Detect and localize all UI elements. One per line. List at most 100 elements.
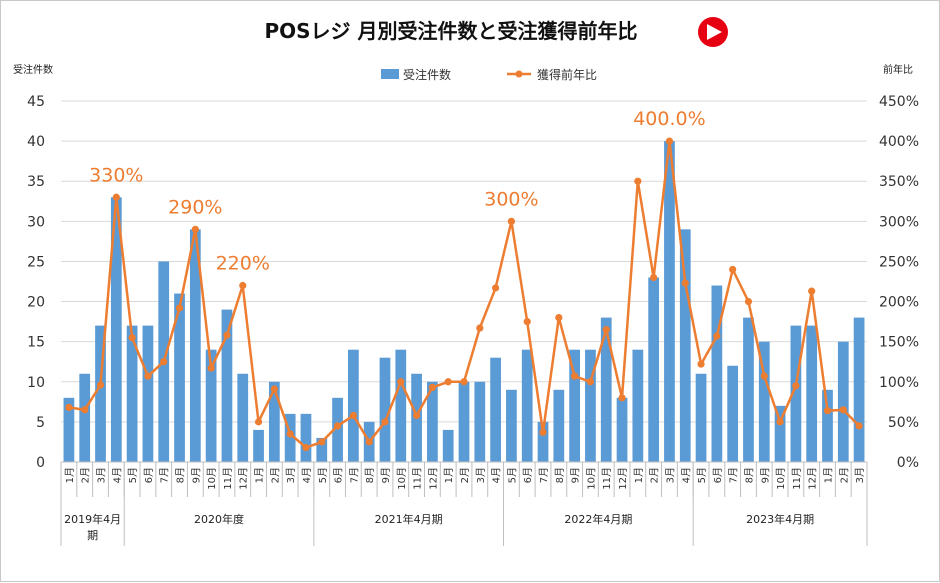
x-tick-label: 3月 <box>285 467 297 483</box>
line-point <box>555 314 563 322</box>
line-series <box>65 137 863 452</box>
x-tick-label: 1月 <box>633 467 645 483</box>
line-point <box>81 406 89 414</box>
line-point <box>112 193 120 201</box>
line-point <box>207 364 215 372</box>
y-left-tick-label: 35 <box>27 174 45 190</box>
axes <box>60 461 868 546</box>
bar <box>379 357 391 462</box>
bar <box>316 437 328 462</box>
bar <box>600 317 612 462</box>
line-point <box>839 406 847 414</box>
line-point <box>855 422 863 430</box>
x-tick-label: 10月 <box>775 467 787 490</box>
y-axis-right-title: 前年比 <box>883 63 913 76</box>
bar <box>253 429 264 462</box>
x-tick-label: 3月 <box>475 467 487 483</box>
bar <box>853 317 865 462</box>
bar <box>664 141 675 462</box>
legend-label-line: 獲得前年比 <box>537 67 597 82</box>
line-point <box>191 225 199 233</box>
x-tick-label: 6月 <box>143 467 155 483</box>
line-point <box>333 422 342 430</box>
bar <box>837 341 849 462</box>
bar <box>395 349 407 462</box>
legend-label-bars: 受注件数 <box>403 67 451 82</box>
line-point <box>412 411 421 420</box>
bar <box>806 325 818 462</box>
line-point <box>96 381 105 389</box>
bar <box>205 349 217 462</box>
line-point <box>270 385 278 393</box>
bar <box>79 373 91 462</box>
line-point <box>144 372 152 380</box>
y-right-tick-label: 0% <box>897 455 919 471</box>
bar <box>442 429 454 462</box>
line-point <box>571 372 579 380</box>
annotations: 330% 290% 220% 300% 400.0% <box>89 108 706 274</box>
bar <box>758 341 770 462</box>
line-point <box>223 331 231 339</box>
x-tick-label: 2月 <box>649 467 661 483</box>
line-point <box>634 177 642 185</box>
x-tick-label: 10月 <box>396 467 408 490</box>
y-left-tick-label: 10 <box>27 375 45 391</box>
x-tick-label: 8月 <box>175 467 187 483</box>
period-label: 2023年4月期 <box>746 512 814 526</box>
period-label-wrap: 期 <box>87 529 98 542</box>
x-tick-label: 6月 <box>712 467 724 483</box>
line-point <box>302 443 310 452</box>
y-right-tick-label: 400% <box>879 134 919 150</box>
chart-title: POSレジ 月別受注件数と受注獲得前年比 <box>264 19 637 43</box>
x-tick-label: 7月 <box>159 467 171 483</box>
bar <box>142 325 154 462</box>
line-point <box>808 287 816 295</box>
line-point <box>697 360 705 368</box>
bar <box>189 229 201 462</box>
x-tick-label: 12月 <box>617 467 629 490</box>
x-tick-label: 8月 <box>743 467 755 483</box>
bar <box>174 293 185 462</box>
x-tick-label: 4月 <box>111 467 123 483</box>
bar <box>632 349 644 462</box>
x-tick-label: 5月 <box>506 467 518 483</box>
bar <box>743 317 754 462</box>
bar <box>347 349 359 462</box>
bar <box>268 381 280 462</box>
bar <box>711 285 723 462</box>
y-left-tick-label: 20 <box>27 295 45 311</box>
play-button-icon[interactable] <box>698 17 728 47</box>
bar <box>553 389 565 462</box>
x-tick-label: 10月 <box>585 467 597 490</box>
x-tick-label: 8月 <box>364 467 376 483</box>
period-label: 2021年4月期 <box>375 512 443 526</box>
x-tick-label: 1月 <box>254 467 266 483</box>
bar <box>569 349 581 462</box>
y-right-tick-label: 200% <box>879 295 919 311</box>
line-point <box>681 279 689 287</box>
bar <box>648 277 660 462</box>
x-tick-label: 1月 <box>64 467 76 483</box>
bar <box>126 325 138 462</box>
x-tick-label: 5月 <box>317 467 329 483</box>
bar <box>474 381 486 462</box>
x-tick-label: 11月 <box>791 467 803 490</box>
x-tick-label: 6月 <box>522 467 534 483</box>
y-right-tick-label: 450% <box>879 94 919 110</box>
line-point <box>444 378 452 386</box>
peak-annotation: 400.0% <box>633 108 705 130</box>
x-tick-label: 2月 <box>80 467 92 483</box>
x-tick-label: 6月 <box>333 467 345 483</box>
line-point <box>602 326 610 334</box>
line-point <box>539 428 547 436</box>
bar <box>774 405 786 462</box>
line-point <box>428 383 436 391</box>
line-point <box>665 137 674 145</box>
line-point <box>792 382 800 390</box>
x-tick-label: 11月 <box>412 467 424 490</box>
legend: 受注件数 獲得前年比 <box>381 67 597 82</box>
line-point <box>523 318 531 326</box>
y-left-tick-label: 30 <box>27 214 45 230</box>
y-left-tick-label: 45 <box>27 94 45 110</box>
